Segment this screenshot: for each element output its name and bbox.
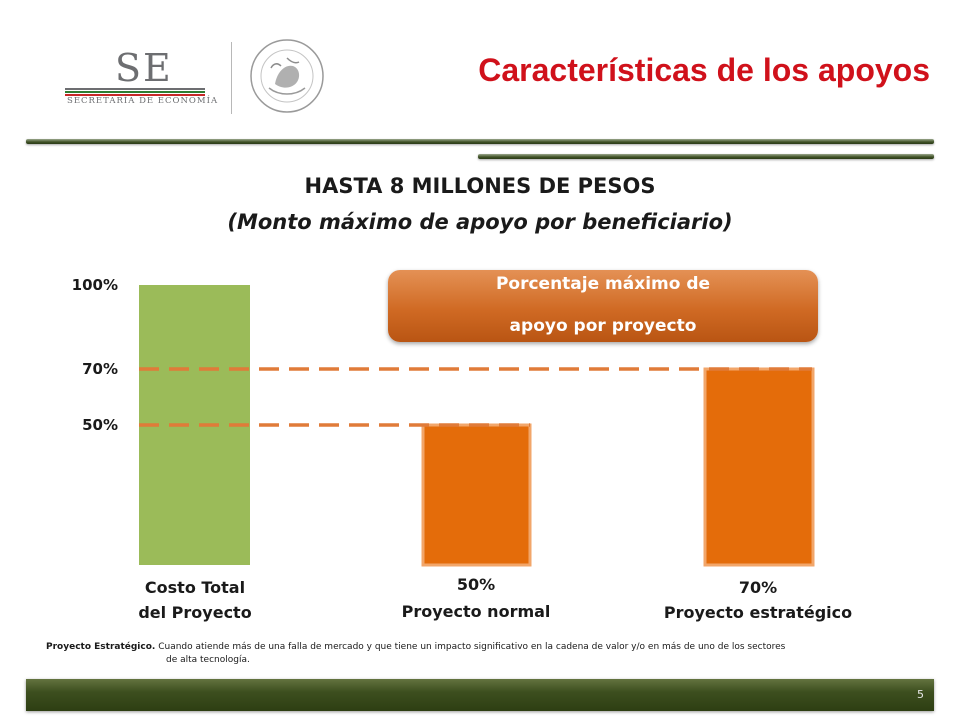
max-support-callout: Porcentaje máximo de apoyo por proyecto: [388, 270, 818, 342]
category-label-line: Proyecto normal: [401, 602, 551, 621]
header-divider-top: [26, 139, 934, 144]
category-label-line: Costo Total: [144, 578, 246, 597]
amount-subheading: (Monto máximo de apoyo por beneficiario): [227, 210, 733, 234]
bar-value-label: 50%: [456, 575, 496, 594]
slide-title: Características de los apoyos: [478, 52, 930, 88]
callout-line-1: Porcentaje máximo de: [495, 274, 711, 294]
header-divider-bottom: [478, 154, 934, 159]
category-label-normal-project: 50% Proyecto normal: [376, 571, 576, 625]
y-tick-labels: 100% 70% 50%: [72, 276, 118, 434]
footnote-text-continued: de alta tecnología.: [166, 655, 250, 665]
y-tick-label: 50%: [82, 416, 118, 434]
category-label-line: del Proyecto: [138, 603, 252, 622]
logo-divider: [231, 42, 232, 114]
bar-value-label: 70%: [738, 578, 778, 597]
category-label-strategic-project: 70% Proyecto estratégico: [658, 575, 858, 625]
reference-lines: [139, 367, 812, 427]
secretaria-economia-logo: SE SECRETARÍA DE ECONOMÍA: [55, 39, 385, 120]
footnote: Proyecto Estratégico. Cuando atiende más…: [46, 641, 916, 667]
logo-subtitle: SECRETARÍA DE ECONOMÍA: [67, 96, 219, 106]
footnote-term: Proyecto Estratégico.: [46, 642, 156, 652]
y-tick-label: 70%: [82, 360, 118, 378]
bar-1: [421, 423, 532, 567]
bar-2: [703, 367, 815, 567]
y-tick-label: 100%: [72, 276, 118, 294]
callout-line-2: apoyo por proyecto: [509, 316, 697, 336]
footer-bar: 5: [26, 679, 934, 711]
mexico-seal-icon: [250, 39, 324, 113]
amount-heading: HASTA 8 MILLONES DE PESOS: [304, 174, 656, 198]
category-label-total-cost: Costo Total del Proyecto: [95, 575, 295, 625]
category-label-line: Proyecto estratégico: [663, 603, 853, 622]
footnote-text: Cuando atiende más de una falla de merca…: [158, 642, 786, 652]
logo-stripes: [65, 88, 205, 96]
page-number: 5: [917, 688, 924, 701]
logo-letters: SE: [115, 46, 173, 90]
